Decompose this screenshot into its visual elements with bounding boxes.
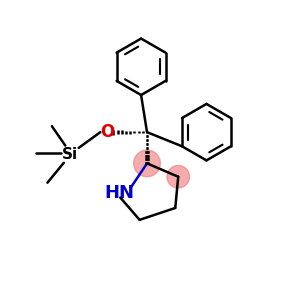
Text: Si: Si [62,147,78,162]
Text: HN: HN [104,184,134,202]
Circle shape [167,166,190,188]
Text: O: O [100,123,114,141]
Circle shape [134,150,161,177]
